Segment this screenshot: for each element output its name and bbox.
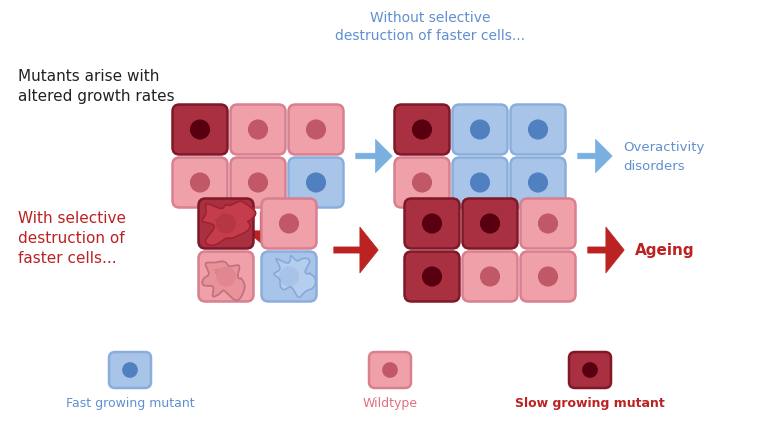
Ellipse shape bbox=[412, 121, 432, 140]
Text: Mutants arise with
altered growth rates: Mutants arise with altered growth rates bbox=[18, 69, 174, 103]
Polygon shape bbox=[274, 256, 316, 297]
Ellipse shape bbox=[249, 174, 267, 192]
Text: disorders: disorders bbox=[623, 160, 684, 173]
FancyBboxPatch shape bbox=[261, 199, 316, 249]
Polygon shape bbox=[202, 262, 245, 300]
FancyBboxPatch shape bbox=[405, 199, 459, 249]
Ellipse shape bbox=[481, 268, 499, 286]
Ellipse shape bbox=[306, 174, 326, 192]
Text: Slow growing mutant: Slow growing mutant bbox=[515, 396, 665, 409]
FancyBboxPatch shape bbox=[230, 105, 286, 155]
Ellipse shape bbox=[481, 215, 499, 233]
Ellipse shape bbox=[249, 121, 267, 140]
FancyBboxPatch shape bbox=[521, 199, 575, 249]
FancyBboxPatch shape bbox=[462, 252, 518, 302]
FancyBboxPatch shape bbox=[289, 158, 343, 208]
Polygon shape bbox=[202, 201, 256, 246]
FancyBboxPatch shape bbox=[395, 105, 449, 155]
Ellipse shape bbox=[528, 121, 548, 140]
Ellipse shape bbox=[412, 174, 432, 192]
Text: With selective
destruction of
faster cells...: With selective destruction of faster cel… bbox=[18, 211, 126, 265]
FancyBboxPatch shape bbox=[173, 158, 227, 208]
Ellipse shape bbox=[306, 121, 326, 140]
FancyBboxPatch shape bbox=[173, 105, 227, 155]
FancyBboxPatch shape bbox=[109, 352, 151, 388]
Text: Overactivity: Overactivity bbox=[623, 140, 704, 153]
Ellipse shape bbox=[528, 174, 548, 192]
FancyBboxPatch shape bbox=[521, 252, 575, 302]
FancyBboxPatch shape bbox=[198, 252, 253, 302]
Ellipse shape bbox=[422, 215, 442, 233]
Ellipse shape bbox=[471, 121, 489, 140]
Ellipse shape bbox=[190, 121, 210, 140]
FancyBboxPatch shape bbox=[395, 158, 449, 208]
Ellipse shape bbox=[280, 215, 298, 233]
Text: Ageing: Ageing bbox=[635, 243, 694, 258]
Ellipse shape bbox=[583, 363, 598, 377]
Text: Fast growing mutant: Fast growing mutant bbox=[66, 396, 194, 409]
FancyBboxPatch shape bbox=[230, 158, 286, 208]
FancyBboxPatch shape bbox=[261, 252, 316, 302]
FancyBboxPatch shape bbox=[462, 199, 518, 249]
Ellipse shape bbox=[422, 268, 442, 286]
Ellipse shape bbox=[217, 268, 235, 286]
Ellipse shape bbox=[280, 268, 298, 286]
FancyBboxPatch shape bbox=[289, 105, 343, 155]
FancyBboxPatch shape bbox=[452, 158, 508, 208]
Ellipse shape bbox=[190, 174, 210, 192]
FancyBboxPatch shape bbox=[511, 105, 565, 155]
Ellipse shape bbox=[538, 268, 558, 286]
Text: Wildtype: Wildtype bbox=[362, 396, 418, 409]
FancyBboxPatch shape bbox=[198, 199, 253, 249]
FancyBboxPatch shape bbox=[511, 158, 565, 208]
Ellipse shape bbox=[217, 215, 235, 233]
Text: Without selective
destruction of faster cells...: Without selective destruction of faster … bbox=[335, 11, 525, 43]
FancyBboxPatch shape bbox=[569, 352, 611, 388]
Ellipse shape bbox=[123, 363, 137, 377]
FancyBboxPatch shape bbox=[452, 105, 508, 155]
Ellipse shape bbox=[538, 215, 558, 233]
FancyBboxPatch shape bbox=[369, 352, 411, 388]
Ellipse shape bbox=[383, 363, 397, 377]
Ellipse shape bbox=[471, 174, 489, 192]
FancyBboxPatch shape bbox=[405, 252, 459, 302]
